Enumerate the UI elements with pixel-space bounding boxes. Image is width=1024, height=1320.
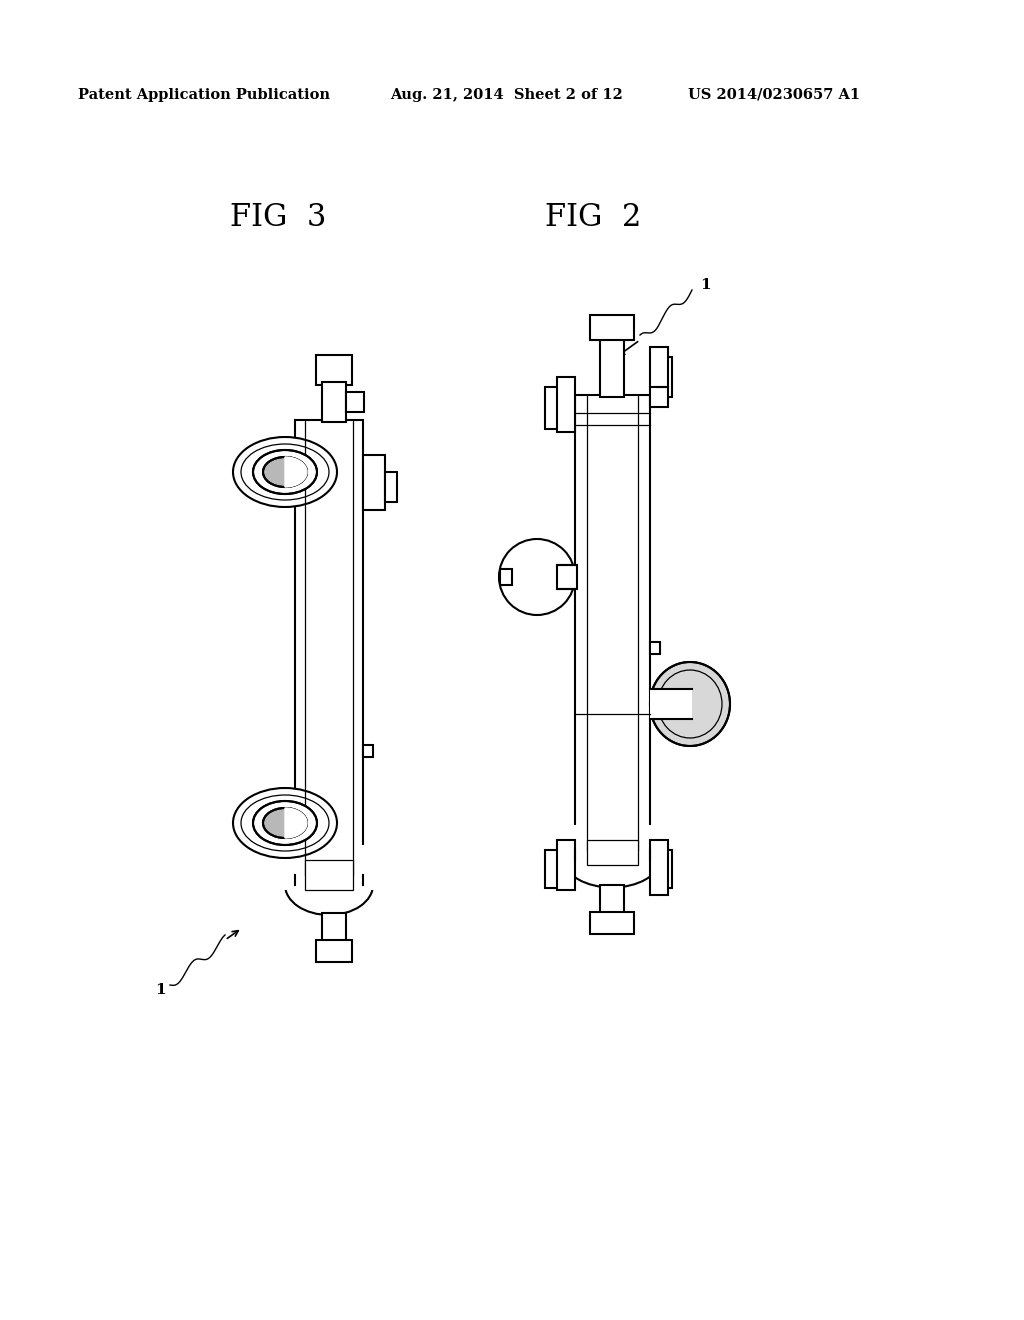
Bar [563, 825, 666, 865]
Bar [545, 850, 559, 888]
Bar [305, 861, 353, 890]
Text: FIG  2: FIG 2 [545, 202, 641, 234]
Bar [545, 387, 559, 429]
Ellipse shape [253, 801, 317, 845]
Bar [590, 912, 634, 935]
Text: Patent Application Publication: Patent Application Publication [78, 88, 330, 102]
Bar [600, 884, 624, 923]
Bar [362, 455, 385, 510]
Text: 1: 1 [155, 983, 166, 997]
Bar [385, 473, 397, 502]
Bar [362, 744, 373, 756]
Text: 1: 1 [700, 279, 711, 292]
Ellipse shape [263, 457, 307, 487]
Polygon shape [285, 457, 307, 487]
Bar [322, 381, 346, 422]
Ellipse shape [285, 855, 373, 915]
Bar [575, 395, 650, 850]
Text: US 2014/0230657 A1: US 2014/0230657 A1 [688, 88, 860, 102]
Bar [316, 940, 352, 962]
Bar [650, 840, 668, 895]
Ellipse shape [233, 788, 337, 858]
Bar [316, 355, 352, 385]
Bar [587, 840, 638, 865]
Bar [650, 642, 660, 653]
Bar [650, 689, 692, 719]
Ellipse shape [564, 833, 659, 887]
Bar [650, 347, 668, 407]
Bar [322, 913, 346, 950]
Ellipse shape [650, 663, 730, 746]
Bar [500, 569, 512, 585]
Ellipse shape [253, 450, 317, 494]
Bar [600, 335, 624, 397]
Ellipse shape [499, 539, 575, 615]
Ellipse shape [233, 437, 337, 507]
Bar [557, 378, 575, 432]
Bar [346, 392, 364, 412]
Text: Aug. 21, 2014  Sheet 2 of 12: Aug. 21, 2014 Sheet 2 of 12 [390, 88, 623, 102]
Bar [295, 420, 362, 875]
Bar [660, 850, 672, 888]
Ellipse shape [263, 808, 307, 838]
Polygon shape [285, 808, 307, 838]
Bar [557, 565, 577, 589]
Bar [660, 356, 672, 397]
Bar [590, 315, 634, 341]
Bar [557, 840, 575, 890]
Bar [283, 845, 379, 890]
Text: FIG  3: FIG 3 [230, 202, 327, 234]
